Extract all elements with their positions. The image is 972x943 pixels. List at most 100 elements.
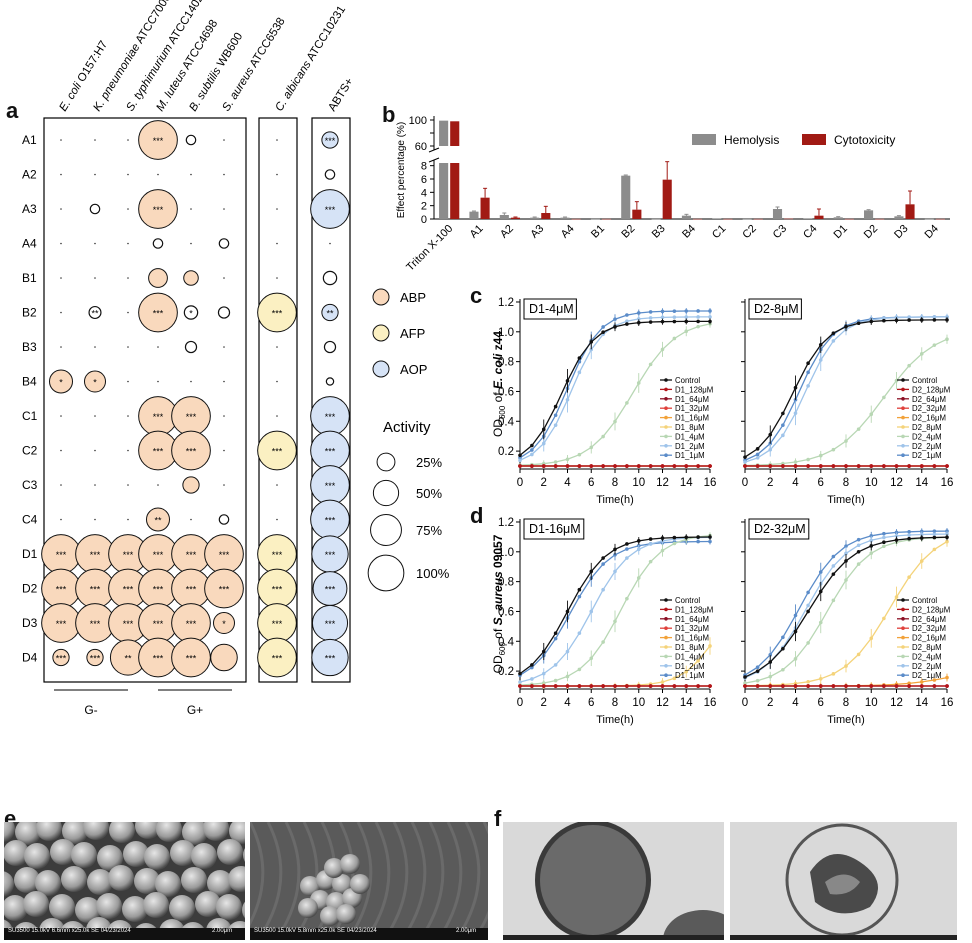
significance-label: ** (154, 516, 162, 526)
curve-point (755, 669, 760, 673)
bubble-dot (94, 415, 96, 417)
curve-point (660, 464, 665, 468)
curve-point (945, 464, 949, 468)
curve-point (625, 542, 629, 546)
curve-point (743, 675, 747, 679)
legend-swatch-ABP (372, 288, 390, 306)
x-tick-label: 2 (541, 697, 547, 709)
curve-point (831, 339, 836, 343)
curve-point (806, 641, 810, 645)
curve-point (577, 464, 582, 468)
cell (191, 843, 217, 869)
significance-label: *** (153, 654, 164, 664)
x-axis-label: Time(h) (827, 714, 864, 726)
cell (122, 896, 148, 922)
legend-label: D1_16μM (675, 634, 709, 643)
significance-label: *** (272, 654, 283, 664)
legend-label: D2_64μM (912, 395, 946, 404)
curve-point (530, 452, 534, 457)
curve-point (601, 684, 605, 688)
curve-point (894, 464, 899, 468)
bubble-A4-3 (152, 238, 164, 249)
curve-point (932, 464, 937, 468)
legend-marker (901, 607, 905, 612)
curve-point (648, 310, 653, 314)
curve-point (601, 330, 605, 334)
x-tick-label: 12 (890, 477, 903, 489)
sem-caption-1: SU3500 15.0kV 6.6mm x25.0k SE 04/23/2024 (8, 928, 131, 934)
legend-marker (664, 415, 668, 420)
x-tick-label: 2 (767, 697, 773, 709)
y-tick-label: 1.0 (498, 547, 514, 559)
membrane-texture (436, 822, 463, 940)
cell (71, 842, 97, 868)
bubble-D4-7 (311, 638, 349, 677)
y-tick-label: 0.2 (498, 446, 514, 458)
bubble-dot (276, 415, 278, 417)
curve-point (530, 663, 534, 667)
group-label-gneg: G- (84, 703, 97, 717)
curve-point (869, 684, 874, 688)
x-axis-label: Time(h) (827, 494, 864, 506)
bubble-B1-4 (183, 270, 199, 286)
legend-marker (664, 626, 668, 630)
significance-label: ** (124, 654, 132, 664)
bar-Cytotoxicity-C1 (723, 218, 733, 220)
bar-Hemolysis-C4 (803, 218, 813, 219)
legend-label: D2_128μM (912, 605, 950, 614)
sem-caption-2: SU3500 15.0kV 5.8mm x25.0k SE 04/23/2024 (254, 928, 377, 934)
curve-point (932, 678, 937, 682)
bubble-dot (223, 449, 225, 452)
y-axis-label-part: S. aureus (492, 571, 505, 625)
membrane-texture (250, 822, 265, 927)
bar-Hemolysis-B1 (590, 218, 600, 220)
x-tick-label: 14 (915, 477, 928, 489)
curve-point (672, 315, 677, 319)
y-tick-label: 0.6 (498, 386, 514, 398)
bar-Cytotoxicity-B1 (601, 218, 612, 220)
subplot-tag-box (523, 298, 577, 320)
bubble-dot (60, 139, 62, 141)
curve-point (601, 434, 605, 439)
curve-point (577, 587, 582, 592)
curve-point (844, 684, 848, 688)
tem-image-treated (730, 822, 957, 940)
abp-frame (43, 117, 247, 683)
x-tick-label: 4 (564, 697, 571, 709)
curve-point (696, 315, 700, 319)
curve-point (530, 443, 534, 448)
bubble-dot (223, 484, 225, 486)
curve-point (806, 590, 810, 595)
curve-point (613, 684, 617, 688)
legend-label: D2_4μM (912, 652, 942, 661)
x-tick-label: A3 (528, 223, 546, 241)
activity-legend-label: 50% (416, 486, 442, 501)
x-tick-label: D2 (862, 223, 880, 241)
x-tick-label: D4 (923, 223, 941, 241)
curve-point (894, 684, 899, 688)
curve-point (806, 609, 810, 614)
legend-label: D2_2μM (912, 442, 942, 451)
significance-label: *** (153, 412, 164, 422)
legend-label: D1_64μM (675, 615, 709, 624)
curve-point (577, 370, 582, 375)
cell (242, 901, 245, 919)
curve-point (743, 464, 747, 468)
info-bar (250, 928, 488, 940)
curve-point (518, 464, 522, 468)
cell (14, 867, 40, 893)
cell (298, 898, 318, 918)
curve-point (856, 549, 861, 554)
panel-letter-a: a (6, 98, 19, 123)
column-header-species: B. subtilis (187, 65, 223, 113)
legend-marker (664, 378, 668, 382)
cell (195, 891, 221, 917)
significance-label: *** (90, 619, 101, 629)
y-axis-label-part: OD (492, 419, 505, 437)
bubble-dot (60, 346, 62, 348)
legend-marker (901, 617, 905, 621)
significance-label: *** (90, 654, 101, 664)
y-axis-label-part: of (492, 625, 505, 642)
curve-point (831, 464, 836, 468)
membrane-texture (382, 822, 409, 940)
